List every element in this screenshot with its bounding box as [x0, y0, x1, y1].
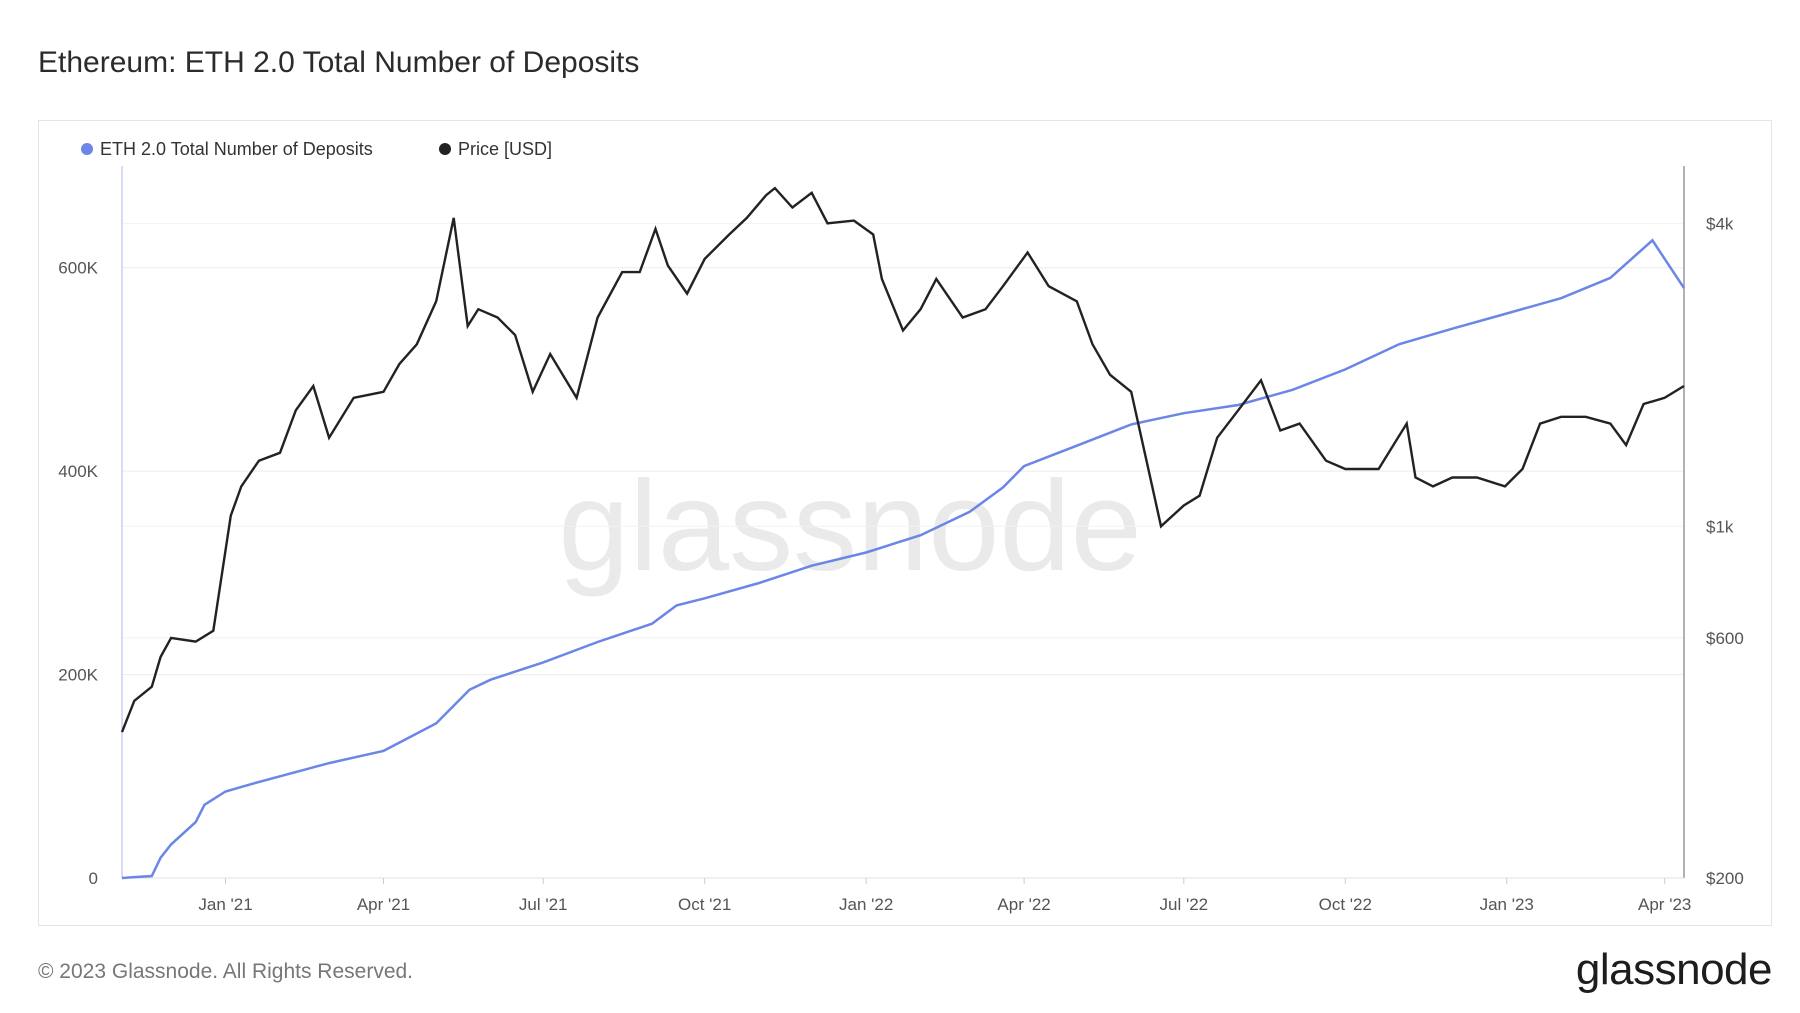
legend-label-price[interactable]: Price [USD]: [458, 139, 552, 159]
y-right-ticks: $200 $600 $1k $4k: [1706, 214, 1744, 888]
y-left-tick-label: 200K: [58, 666, 98, 685]
series-line-deposits: [121, 238, 1686, 880]
x-tick-label: Jul '22: [1160, 895, 1209, 914]
x-tick-label: Apr '23: [1638, 895, 1691, 914]
x-tick-label: Jul '21: [519, 895, 568, 914]
x-tick-label: Oct '21: [678, 895, 731, 914]
legend-label-deposits[interactable]: ETH 2.0 Total Number of Deposits: [100, 139, 373, 159]
y-left-tick-label: 400K: [58, 462, 98, 481]
x-tick-label: Jan '23: [1480, 895, 1534, 914]
x-tick-label: Apr '21: [357, 895, 410, 914]
x-tick-label: Jan '21: [198, 895, 252, 914]
chart-panel: [38, 120, 1772, 926]
x-tick-label: Apr '22: [997, 895, 1050, 914]
y-left-tick-label: 0: [89, 869, 98, 888]
brand-logo[interactable]: glassnode: [1575, 945, 1773, 994]
x-tick-label: Oct '22: [1319, 895, 1372, 914]
x-tick-label: Jan '22: [839, 895, 893, 914]
series-line-price: [120, 186, 1685, 733]
x-ticks: Jan '21 Apr '21 Jul '21 Oct '21 Jan '22 Apr '…: [198, 878, 1691, 914]
copyright-footer: © 2023 Glassnode. All Rights Reserved.: [38, 960, 414, 983]
y-right-tick-label: $200: [1706, 869, 1744, 888]
page-title: Ethereum: ETH 2.0 Total Number of Deposi…: [38, 46, 640, 79]
y-left-tick-label: 600K: [58, 259, 98, 278]
legend-swatch-price: [439, 143, 451, 155]
axes: [121, 166, 1685, 879]
y-right-tick-label: $1k: [1706, 517, 1734, 536]
y-right-tick-label: $4k: [1706, 214, 1734, 233]
legend-swatch-deposits: [81, 143, 93, 155]
y-left-ticks: 0 200K 400K 600K: [58, 259, 98, 888]
legend[interactable]: ETH 2.0 Total Number of Deposits Price […: [81, 139, 552, 159]
y-right-tick-label: $600: [1706, 629, 1744, 648]
